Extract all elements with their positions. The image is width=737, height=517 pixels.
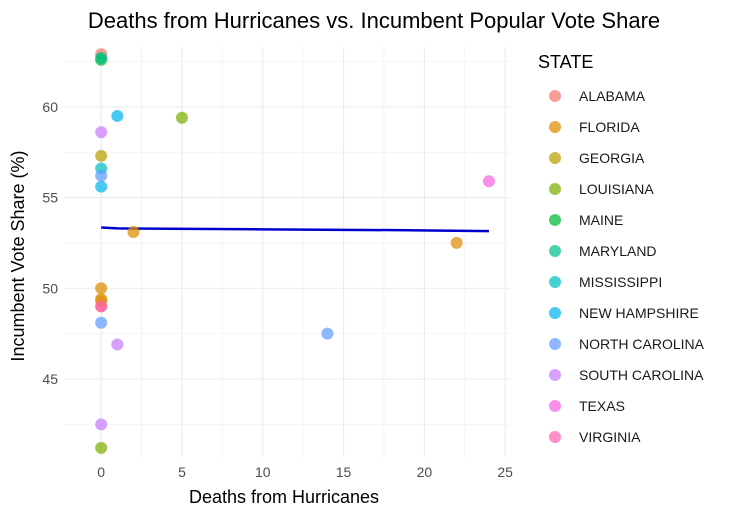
legend-label-maine: MAINE	[579, 212, 623, 228]
legend-key-new-hampshire	[549, 307, 561, 319]
legend-label-new-hampshire: NEW HAMPSHIRE	[579, 305, 699, 321]
legend-key-georgia	[549, 152, 561, 164]
point-north-carolina	[95, 169, 108, 182]
grid-lines	[64, 47, 510, 457]
legend-label-south-carolina: SOUTH CAROLINA	[579, 367, 704, 383]
x-tick-label: 25	[497, 464, 513, 480]
legend-label-alabama: ALABAMA	[579, 88, 646, 104]
legend-key-texas	[549, 400, 561, 412]
legend-key-alabama	[549, 90, 561, 102]
point-georgia	[95, 149, 108, 162]
legend-key-virginia	[549, 431, 561, 443]
x-tick-label: 10	[255, 464, 271, 480]
trend-line	[101, 226, 490, 233]
point-new-hampshire	[111, 109, 124, 122]
x-axis-ticks: 0 5 10 15 20 25	[97, 464, 513, 480]
chart-title: Deaths from Hurricanes vs. Incumbent Pop…	[88, 8, 660, 33]
legend-key-florida	[549, 121, 561, 133]
legend-label-texas: TEXAS	[579, 398, 625, 414]
x-tick-label: 20	[417, 464, 433, 480]
legend-label-maryland: MARYLAND	[579, 243, 657, 259]
y-tick-label: 50	[42, 280, 58, 296]
trend-line-group	[101, 226, 490, 233]
point-north-carolina	[321, 327, 334, 340]
point-south-carolina	[111, 338, 124, 351]
legend-key-maine	[549, 214, 561, 226]
point-south-carolina	[95, 418, 108, 431]
y-tick-label: 55	[42, 190, 58, 206]
point-north-carolina	[95, 316, 108, 329]
x-tick-label: 5	[178, 464, 186, 480]
point-louisiana	[175, 111, 188, 124]
x-tick-label: 15	[336, 464, 352, 480]
data-points	[95, 48, 495, 454]
y-tick-label: 60	[42, 99, 58, 115]
legend-label-north-carolina: NORTH CAROLINA	[579, 336, 705, 352]
legend-title: STATE	[538, 52, 593, 72]
legend-label-virginia: VIRGINIA	[579, 429, 641, 445]
point-virginia	[95, 300, 108, 313]
point-louisiana	[95, 441, 108, 454]
legend: ALABAMA FLORIDA GEORGIA LOUISIANA MAINE MARYL…	[549, 88, 705, 445]
point-texas	[482, 175, 495, 188]
legend-key-louisiana	[549, 183, 561, 195]
legend-label-louisiana: LOUISIANA	[579, 181, 654, 197]
legend-key-north-carolina	[549, 338, 561, 350]
legend-key-mississippi	[549, 276, 561, 288]
point-south-carolina	[95, 126, 108, 139]
point-florida	[127, 226, 140, 239]
y-axis-title: Incumbent Vote Share (%)	[8, 150, 28, 361]
legend-key-south-carolina	[549, 369, 561, 381]
legend-key-maryland	[549, 245, 561, 257]
y-axis-ticks: 45 50 55 60	[42, 99, 58, 387]
point-maryland	[95, 51, 108, 64]
legend-label-mississippi: MISSISSIPPI	[579, 274, 662, 290]
point-new-hampshire	[95, 180, 108, 193]
point-florida	[95, 282, 108, 295]
legend-label-florida: FLORIDA	[579, 119, 640, 135]
x-tick-label: 0	[97, 464, 105, 480]
legend-label-georgia: GEORGIA	[579, 150, 645, 166]
point-florida	[450, 236, 463, 249]
x-axis-title: Deaths from Hurricanes	[189, 487, 379, 507]
y-tick-label: 45	[42, 371, 58, 387]
